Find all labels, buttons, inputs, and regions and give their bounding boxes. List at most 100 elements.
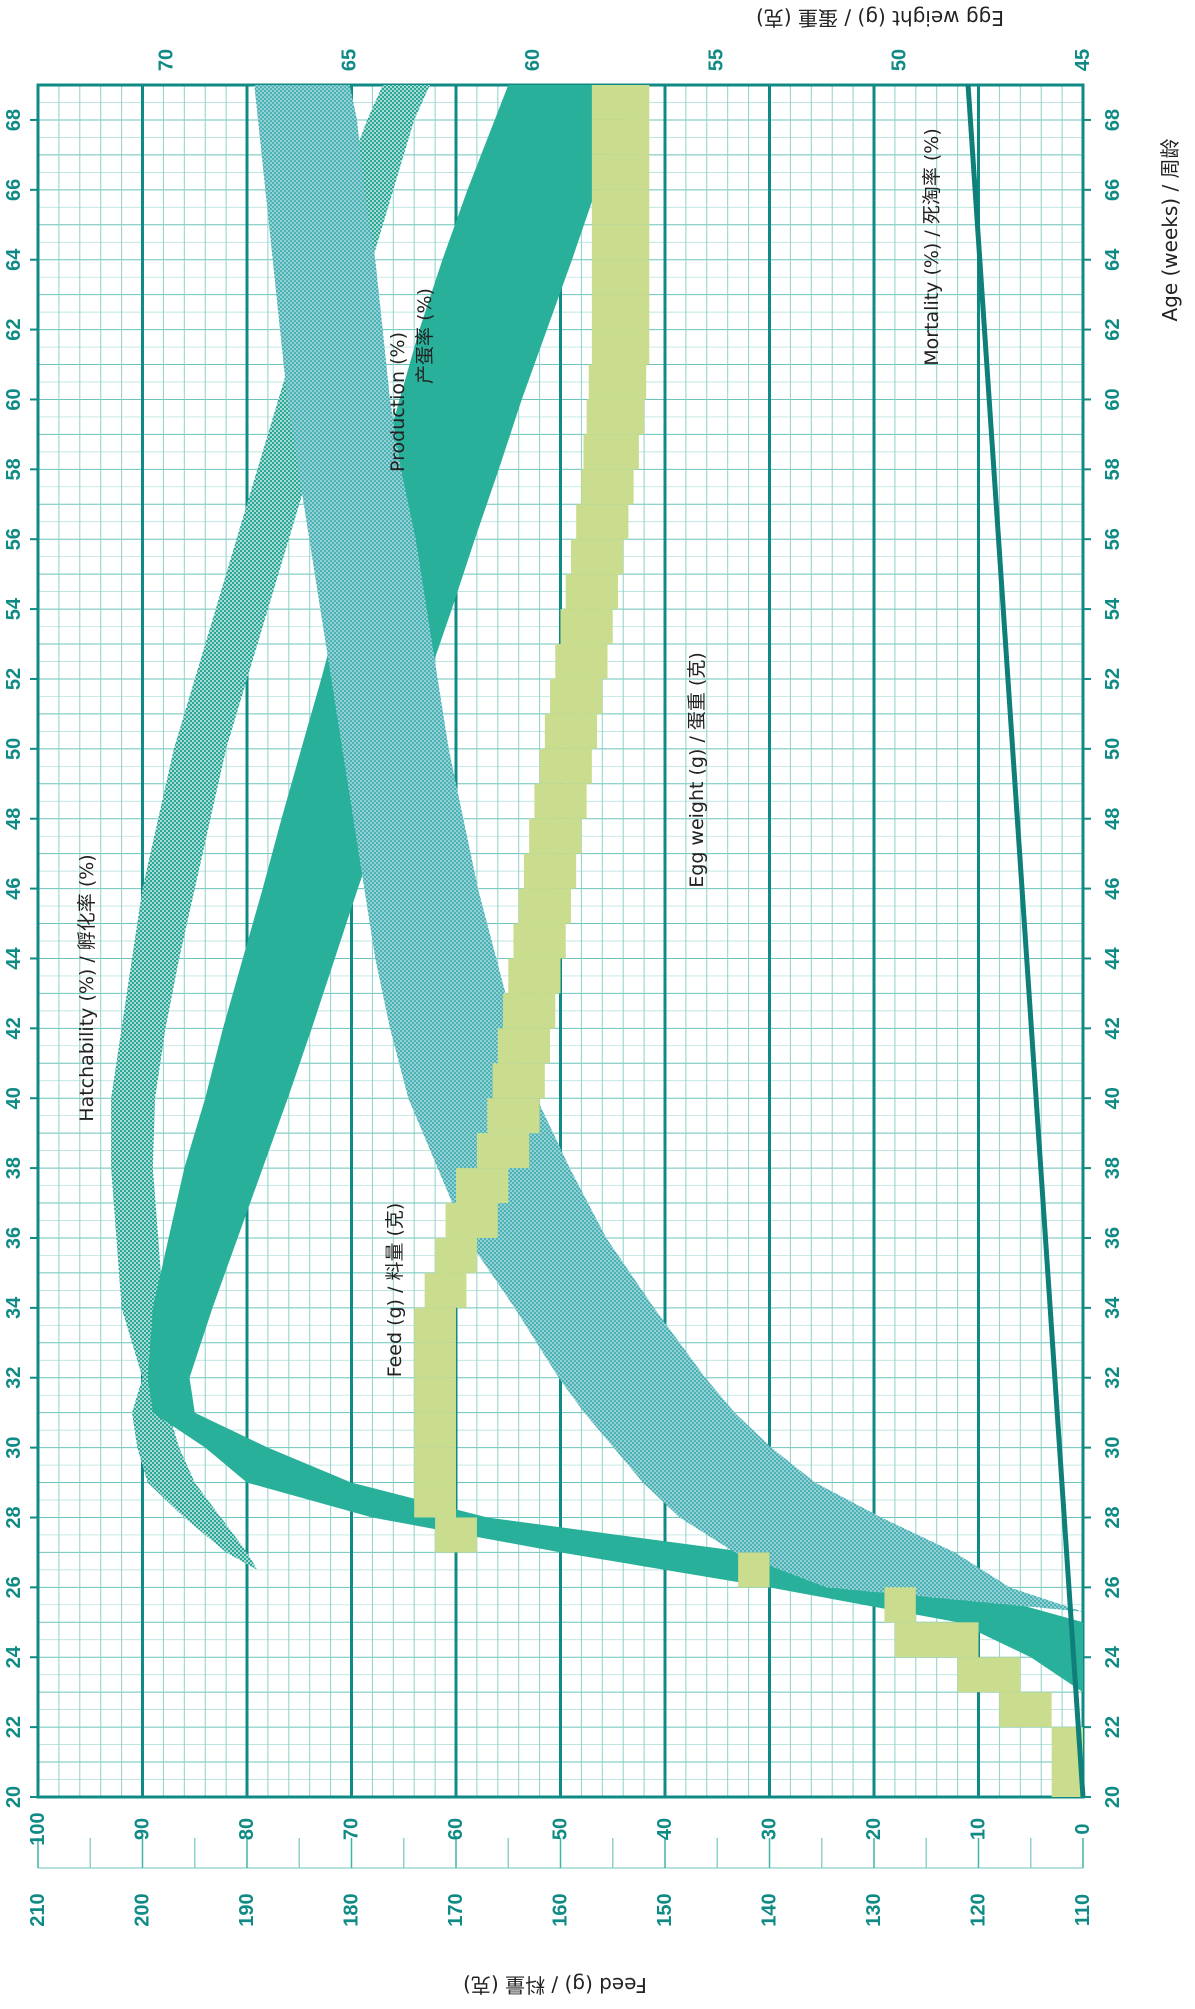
series-feed-step: [445, 1203, 498, 1238]
series-feed-step: [591, 189, 650, 225]
age-tick-label-right: 38: [1102, 1157, 1124, 1179]
series-feed-step: [518, 888, 571, 924]
series-feed-step: [414, 1342, 456, 1378]
feed-tick-label: 110: [1072, 1894, 1094, 1926]
series-feed-step: [435, 1237, 477, 1273]
age-tick-label-left: 44: [3, 946, 25, 969]
series-feed-step: [414, 1377, 456, 1413]
age-tick-label-left: 62: [3, 318, 25, 340]
age-tick-label-left: 24: [3, 1645, 25, 1668]
age-tick-label-left: 30: [3, 1436, 25, 1458]
feed-tick-label: 190: [236, 1893, 258, 1926]
series-feed-step: [414, 1482, 456, 1518]
percent-tick-label: 10: [968, 1818, 990, 1840]
series-feed-step: [539, 748, 592, 784]
percent-tick-label: 50: [550, 1818, 572, 1840]
age-tick-label-left: 54: [3, 597, 25, 620]
age-tick-label-right: 34: [1102, 1296, 1124, 1319]
series-feed-step: [565, 574, 618, 610]
egg-weight-tick-label: 70: [155, 49, 177, 71]
mortality-label: Mortality (%) / 死淘率 (%): [921, 128, 943, 366]
feed-tick-label: 170: [445, 1893, 467, 1926]
age-tick-label-right: 62: [1102, 318, 1124, 340]
age-tick-label-right: 20: [1102, 1786, 1124, 1808]
age-tick-label-left: 22: [3, 1716, 25, 1738]
age-tick-label-left: 56: [3, 528, 25, 550]
series-feed-step: [581, 469, 634, 505]
age-tick-label-right: 30: [1102, 1436, 1124, 1458]
series-feed-step: [957, 1657, 1021, 1693]
series-feed-step: [588, 364, 647, 400]
series-feed-step: [591, 224, 650, 260]
series-feed-step: [492, 1063, 545, 1099]
series-feed-step: [999, 1692, 1052, 1728]
age-tick-label-left: 66: [3, 179, 25, 201]
egg-weight-tick-label: 65: [339, 49, 361, 71]
series-feed-step: [591, 294, 650, 330]
series-feed-step: [529, 818, 582, 854]
age-tick-label-right: 24: [1102, 1645, 1124, 1668]
age-tick-label-left: 42: [3, 1017, 25, 1039]
series-feed-step: [497, 1028, 551, 1064]
age-tick-label-right: 58: [1102, 458, 1124, 480]
percent-tick-label: 80: [236, 1818, 258, 1840]
feed-axis-label: Feed (g) / 料量 (克): [463, 1973, 647, 1997]
series-feed-step: [487, 1098, 540, 1134]
plot-series: [111, 84, 1086, 1798]
series-hatchability: [111, 85, 430, 1570]
age-tick-label-right: 54: [1102, 597, 1124, 620]
series-feed-step: [560, 609, 613, 645]
series-feed-step: [894, 1622, 979, 1658]
percent-tick-label: 30: [759, 1818, 781, 1840]
percent-tick-label: 70: [341, 1818, 363, 1840]
feed-tick-label: 200: [132, 1893, 154, 1926]
age-tick-label-right: 36: [1102, 1227, 1124, 1249]
series-feed-step: [591, 259, 650, 295]
age-tick-label-left: 46: [3, 877, 25, 899]
series-feed-step: [591, 329, 650, 365]
egg-weight-label: Egg weight (g) / 蛋重 (克): [686, 652, 708, 888]
age-tick-label-right: 44: [1102, 946, 1124, 969]
age-tick-label-right: 52: [1102, 668, 1124, 690]
age-tick-label-left: 48: [3, 808, 25, 830]
series-feed-step: [513, 923, 566, 959]
percent-tick-label: 100: [27, 1812, 49, 1845]
series-feed-step: [508, 958, 561, 994]
series-feed-step: [424, 1272, 467, 1308]
series-feed-step: [550, 678, 603, 714]
age-tick-label-left: 36: [3, 1227, 25, 1249]
plot-labels: 20 20 22 22 24 24 26 26 28 28 30 30 32 32 34 34 36 36 38 38…: [3, 6, 1182, 1997]
age-tick-label-right: 60: [1102, 388, 1124, 410]
age-tick-label-right: 22: [1102, 1716, 1124, 1738]
age-tick-label-right: 48: [1102, 808, 1124, 830]
series-feed-step: [544, 713, 598, 749]
series-feed-step: [884, 1587, 916, 1623]
feed-tick-label: 140: [759, 1893, 781, 1926]
egg-weight-tick-label: 45: [1072, 49, 1094, 71]
age-tick-label-right: 50: [1102, 738, 1124, 760]
series-feed-step: [591, 119, 650, 155]
series-mortality-line: [965, 84, 1086, 1798]
feed-tick-label: 150: [654, 1893, 676, 1926]
age-tick-label-right: 66: [1102, 179, 1124, 201]
age-tick-label-left: 40: [3, 1087, 25, 1109]
series-feed-step: [576, 504, 629, 540]
age-tick-label-left: 50: [3, 738, 25, 760]
percent-tick-label: 40: [654, 1818, 676, 1840]
egg-weight-tick-label: 55: [705, 49, 727, 71]
age-tick-label-right: 68: [1102, 109, 1124, 131]
series-feed-step: [583, 434, 639, 470]
series-feed-step: [414, 1307, 456, 1343]
egg-weight-axis-label: Egg weight (g) / 蛋重 (克): [756, 6, 1004, 30]
x-axis-label: Age (weeks) / 周龄: [1158, 138, 1182, 321]
series-feed-step: [570, 539, 624, 575]
age-tick-label-right: 64: [1102, 248, 1124, 271]
series-feed-step: [523, 853, 577, 889]
age-tick-label-left: 38: [3, 1157, 25, 1179]
egg-weight-tick-label: 50: [889, 49, 911, 71]
age-tick-label-right: 46: [1102, 877, 1124, 899]
series-feed-step: [503, 993, 556, 1029]
age-tick-label-right: 56: [1102, 528, 1124, 550]
age-tick-label-right: 28: [1102, 1506, 1124, 1528]
series-feed-step: [586, 399, 645, 435]
